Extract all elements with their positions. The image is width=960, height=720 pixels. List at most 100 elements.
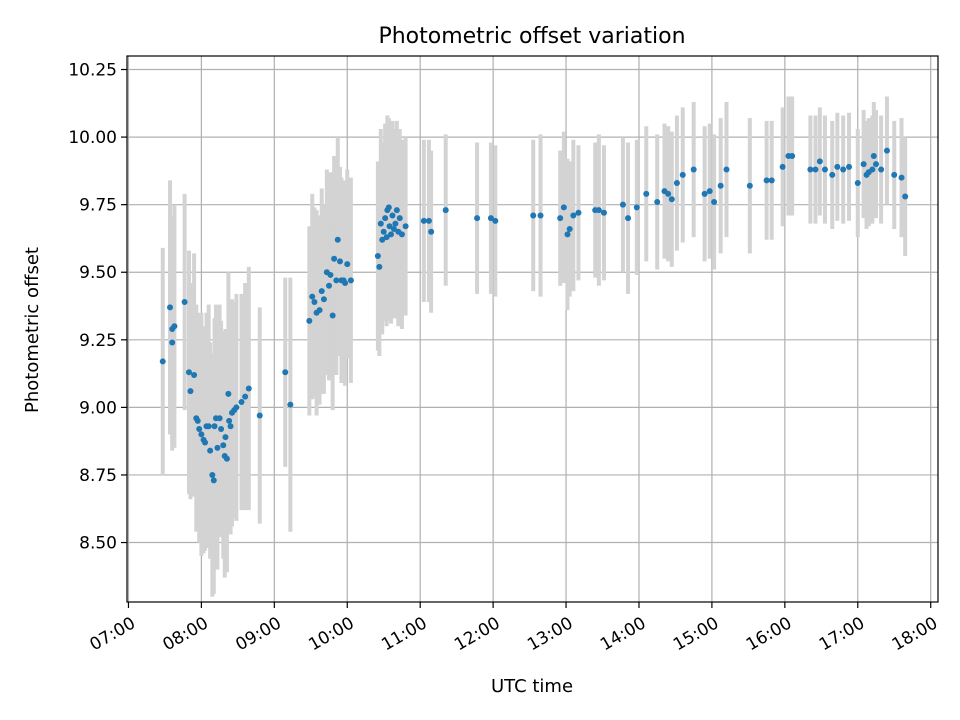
data-point (383, 234, 390, 241)
data-point (379, 236, 386, 243)
data-point (779, 163, 786, 170)
data-point (860, 161, 867, 168)
data-point (402, 223, 409, 230)
data-point (238, 398, 245, 405)
data-point (226, 417, 233, 424)
grid (127, 56, 938, 602)
data-point (557, 215, 564, 222)
data-point (723, 166, 730, 173)
data-point (374, 253, 381, 260)
data-point (326, 282, 333, 289)
data-point (218, 426, 225, 433)
data-point (282, 369, 289, 376)
data-point (883, 147, 890, 154)
data-point (194, 417, 201, 424)
data-point (870, 153, 877, 160)
data-point (287, 401, 294, 408)
data-point (812, 166, 819, 173)
x-tick-label: 12:00 (451, 613, 503, 655)
data-point (487, 215, 494, 222)
y-tick-label: 9.25 (79, 331, 117, 351)
data-point (834, 163, 841, 170)
data-point (211, 423, 218, 430)
data-point (673, 180, 680, 187)
data-point (393, 207, 400, 214)
data-points (159, 147, 909, 484)
data-point (202, 439, 209, 446)
data-point (320, 296, 327, 303)
plot-frame (126, 55, 939, 603)
data-point (869, 166, 876, 173)
data-point (717, 182, 724, 189)
data-point (566, 225, 573, 232)
data-point (595, 207, 602, 214)
data-point (633, 204, 640, 211)
data-point (198, 431, 205, 438)
y-tick-label: 8.50 (79, 534, 117, 554)
data-point (390, 225, 397, 232)
data-point (537, 212, 544, 219)
x-tick-label: 11:00 (378, 613, 430, 655)
data-point (711, 198, 718, 205)
data-point (159, 358, 166, 365)
data-point (560, 204, 567, 211)
data-point (347, 277, 354, 284)
data-point (245, 385, 252, 392)
x-tick-label: 13:00 (524, 613, 576, 655)
data-point (665, 190, 672, 197)
data-point (474, 215, 481, 222)
data-point (763, 177, 770, 184)
data-point (570, 212, 577, 219)
data-point (377, 220, 384, 227)
data-point (225, 390, 232, 397)
data-point (205, 423, 212, 430)
data-point (746, 182, 753, 189)
data-point (382, 215, 389, 222)
data-point (690, 166, 697, 173)
x-tick-label: 07:00 (87, 613, 139, 655)
data-point (600, 209, 607, 216)
data-point (214, 444, 221, 451)
data-point (898, 174, 905, 181)
x-tick-label: 17:00 (816, 613, 868, 655)
data-point (316, 307, 323, 314)
data-point (385, 204, 392, 211)
y-tick-label: 9.50 (79, 263, 117, 283)
data-point (564, 231, 571, 238)
data-point (829, 171, 836, 178)
data-point (187, 388, 194, 395)
data-point (442, 207, 449, 214)
data-point (668, 196, 675, 203)
data-point (181, 298, 188, 305)
data-point (386, 223, 393, 230)
data-point (185, 369, 192, 376)
data-point (420, 217, 427, 224)
x-tick-label: 18:00 (889, 613, 941, 655)
data-point (169, 339, 176, 346)
data-point (902, 193, 909, 200)
data-point (222, 434, 229, 441)
data-point (821, 166, 828, 173)
chart-title: Photometric offset variation (378, 24, 685, 49)
data-point (388, 231, 395, 238)
data-point (223, 455, 230, 462)
data-point (891, 171, 898, 178)
data-point (701, 190, 708, 197)
x-tick-label: 08:00 (159, 613, 211, 655)
data-point (242, 393, 249, 400)
data-point (196, 426, 203, 433)
data-point (428, 228, 435, 235)
data-point (643, 190, 650, 197)
data-point (840, 166, 847, 173)
data-point (334, 236, 341, 243)
data-point (256, 412, 263, 419)
data-point (396, 215, 403, 222)
data-point (344, 261, 351, 268)
data-point (807, 166, 814, 173)
data-point (492, 217, 499, 224)
data-point (389, 212, 396, 219)
data-point (530, 212, 537, 219)
data-point (220, 442, 227, 449)
data-point (679, 171, 686, 178)
